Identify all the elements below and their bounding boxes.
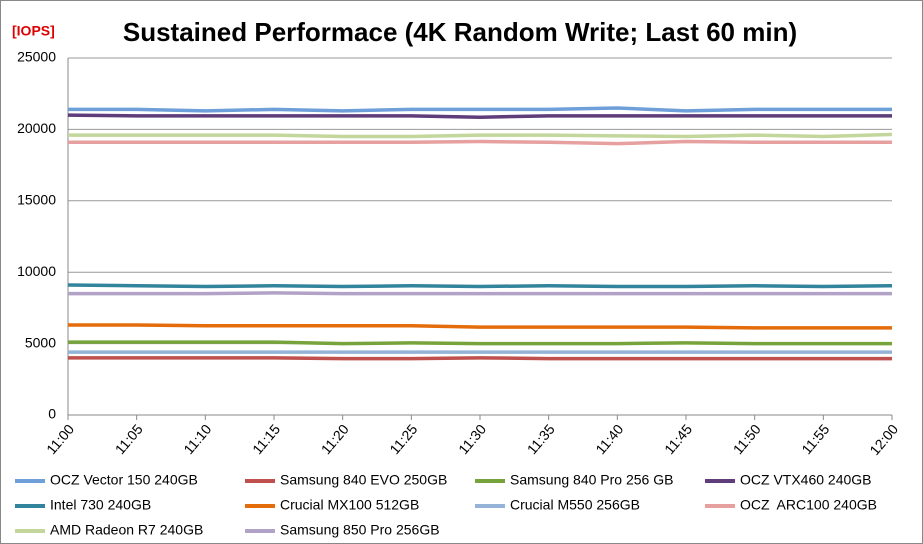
y-tick-label: 25000 [17,49,56,65]
series-line [68,356,892,361]
series-line [68,139,892,146]
legend-label: Samsung 850 Pro 256GB [280,522,440,538]
series-line [68,323,892,330]
legend-label: OCZ Vector 150 240GB [50,472,198,488]
series-line [68,340,892,346]
legend-label: Samsung 840 Pro 256 GB [510,472,673,488]
series-line [68,291,892,296]
legend-label: OCZ VTX460 240GB [740,472,872,488]
series-line [68,106,892,113]
legend-label: OCZ ARC100 240GB [740,497,877,513]
legend-label: AMD Radeon R7 240GB [50,522,203,538]
series-line [67,283,893,289]
chart-title: Sustained Performace (4K Random Write; L… [123,17,797,47]
y-tick-label: 20000 [17,120,56,136]
y-tick-label: 0 [48,406,56,422]
legend-label: Crucial MX100 512GB [280,497,419,513]
series-line [67,113,892,120]
legend-label: Intel 730 240GB [50,497,151,513]
series-line [68,132,893,139]
y-tick-label: 15000 [17,192,56,208]
y-tick-label: 10000 [17,263,56,279]
legend-label: Samsung 840 EVO 250GB [280,472,447,488]
y-axis-label: [IOPS] [12,23,55,39]
legend-label: Crucial M550 256GB [510,497,640,513]
y-tick-label: 5000 [25,334,56,350]
